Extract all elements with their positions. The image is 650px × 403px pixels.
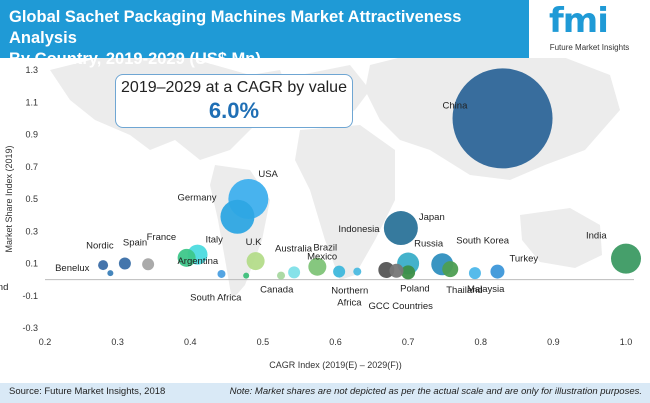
title-line-2: By Country, 2019-2029 (US$ Mn) [9, 50, 261, 68]
point-label: GCC Countries [369, 301, 434, 312]
y-axis-label: Market Share Index (2019) [4, 145, 14, 252]
bubble-japan [383, 211, 418, 246]
x-tick-label: 0.2 [39, 337, 52, 347]
x-tick-label: 1.0 [620, 337, 633, 347]
title-line-1: Global Sachet Packaging Machines Market … [9, 8, 462, 47]
point-label: Japan [419, 212, 445, 223]
bubble-nordic [142, 258, 155, 271]
disclaimer-note: Note: Market shares are not depicted as … [229, 386, 642, 397]
bubble-brazil [308, 257, 327, 276]
x-tick-label: 0.6 [329, 337, 342, 347]
point-label: Spain [123, 238, 147, 249]
bubble-thailand [442, 261, 459, 278]
source-note: Source: Future Market Insights, 2018 [9, 386, 166, 397]
bubble-new-zealand [107, 270, 114, 277]
point-label: India [586, 231, 607, 242]
bubble-china [452, 68, 553, 169]
y-tick-label: 0.3 [25, 226, 38, 236]
chart-axes: 0.2 0.3 0.4 0.5 0.6 0.7 0.8 0.9 1.0 1.3 1.1 0.9 0.7 0… [4, 65, 634, 370]
point-label: New Zealand [0, 282, 8, 293]
y-tick-label: 0.9 [25, 130, 38, 140]
x-tick-label: 0.7 [402, 337, 415, 347]
point-label: Nordic [86, 240, 114, 251]
y-tick-label: 1.1 [25, 97, 38, 107]
y-tick-label: 0.1 [25, 259, 38, 269]
point-label: Brazil [313, 243, 337, 254]
point-label: USA [258, 169, 278, 180]
logo-subtitle: Future Market Insights [549, 43, 630, 52]
y-tick-label: 0.5 [25, 194, 38, 204]
y-tick-label: -0.1 [22, 291, 38, 301]
bubble-india [611, 243, 641, 274]
bubble-malaysia [468, 267, 481, 280]
point-label: Benelux [55, 263, 90, 274]
y-tick-label: 0.7 [25, 162, 38, 172]
bubble-france [177, 248, 196, 267]
bubble-germany [220, 199, 255, 234]
bubble-turkey [490, 264, 505, 279]
header-bar: Global Sachet Packaging Machines Market … [0, 0, 650, 68]
point-label: U.K [246, 237, 262, 248]
fmi-logo: fmi Future Market Insights [529, 0, 650, 58]
point-label: Mexico [307, 252, 337, 263]
point-label: Italy [206, 235, 224, 246]
point-label: Russia [414, 239, 444, 250]
x-tick-label: 0.8 [474, 337, 487, 347]
x-axis-label: CAGR Index (2019(E) – 2029(F)) [269, 360, 402, 370]
bubble-australia [277, 271, 286, 280]
cagr-callout-label: 2019–2029 at a CAGR by value [121, 79, 347, 96]
bubble-benelux [98, 260, 109, 271]
point-label: South Korea [456, 235, 510, 246]
page-title: Global Sachet Packaging Machines Market … [9, 7, 509, 70]
bubble-poland [401, 265, 416, 280]
y-tick-label: 1.3 [25, 65, 38, 75]
point-label: Australia [275, 244, 313, 255]
x-tick-label: 0.4 [184, 337, 197, 347]
point-label: China [443, 100, 469, 111]
x-tick-label: 0.9 [547, 337, 560, 347]
bubble-mexico [333, 265, 346, 278]
x-tick-label: 0.5 [257, 337, 270, 347]
bubble-south-africa [243, 272, 250, 279]
point-label: Malaysia [467, 284, 505, 295]
cagr-callout: 2019–2029 at a CAGR by value 6.0% [115, 74, 353, 128]
point-label: Turkey [509, 254, 538, 265]
point-label: South Africa [190, 293, 242, 304]
point-label: Northern Africa [331, 286, 368, 309]
y-tick-label: -0.3 [22, 323, 38, 333]
logo-wordmark: fmi [549, 1, 609, 41]
point-label: Canada [260, 284, 294, 295]
bubble-spain [118, 257, 131, 270]
bubble-u-k [246, 252, 265, 271]
bubble-canada [288, 266, 301, 279]
bubble-argentina [217, 269, 226, 278]
footer-bar: Source: Future Market Insights, 2018 Not… [0, 383, 650, 403]
cagr-callout-value: 6.0% [208, 98, 260, 123]
point-label: Poland [400, 283, 430, 294]
chart-bubbles [98, 68, 641, 280]
bubble-northern-africa [353, 267, 362, 276]
bubble-gcc-countries [389, 263, 404, 278]
point-label: Thailand [446, 285, 482, 296]
chart-point-labels: China USA Germany Japan India Italy France U.K S… [0, 100, 607, 311]
point-label: Germany [177, 193, 216, 204]
point-label: France [147, 232, 177, 243]
point-label: Indonesia [338, 224, 380, 235]
x-tick-label: 0.3 [111, 337, 124, 347]
point-label: Argentina [177, 256, 218, 267]
